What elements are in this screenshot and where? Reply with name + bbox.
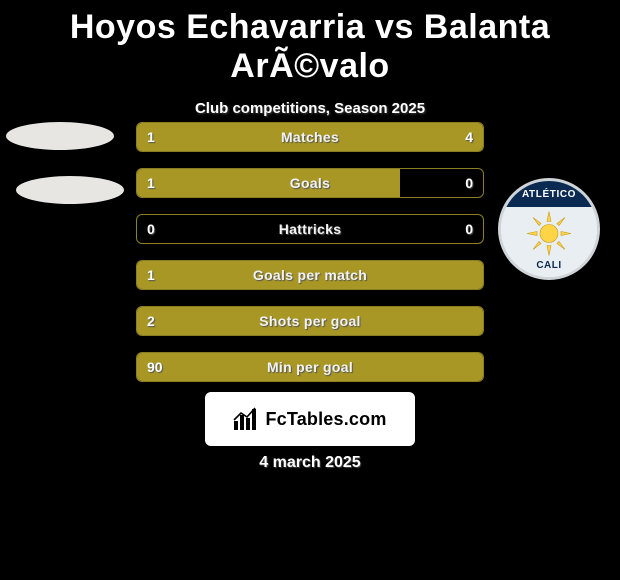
stat-row: 10Goals (136, 168, 484, 198)
stat-label: Goals (137, 169, 483, 197)
comparison-subtitle: Club competitions, Season 2025 (0, 100, 620, 117)
comparison-date: 4 march 2025 (0, 454, 620, 472)
sun-icon (525, 210, 573, 263)
player-left-ellipse-1 (6, 122, 114, 150)
stat-label: Min per goal (137, 353, 483, 381)
stat-row: 90Min per goal (136, 352, 484, 382)
stat-row: 1Goals per match (136, 260, 484, 290)
stat-row: 00Hattricks (136, 214, 484, 244)
player-left-ellipse-2 (16, 176, 124, 204)
badge-top-text: ATLÉTICO (501, 181, 597, 207)
stat-label: Hattricks (137, 215, 483, 243)
bar-chart-icon (233, 407, 259, 431)
stat-label: Shots per goal (137, 307, 483, 335)
fctables-logo-text: FcTables.com (265, 409, 386, 430)
stat-row: 14Matches (136, 122, 484, 152)
club-badge: ATLÉTICO CALI (498, 178, 600, 280)
stat-label: Matches (137, 123, 483, 151)
badge-bottom-text: CALI (501, 260, 597, 271)
stat-bars: 14Matches 10Goals 00Hattricks 1Goals per ma… (136, 122, 484, 398)
fctables-logo: FcTables.com (205, 392, 415, 446)
comparison-title: Hoyos Echavarria vs Balanta ArÃ©valo (0, 0, 620, 86)
badge-field: CALI (501, 207, 597, 277)
stat-row: 2Shots per goal (136, 306, 484, 336)
stat-label: Goals per match (137, 261, 483, 289)
